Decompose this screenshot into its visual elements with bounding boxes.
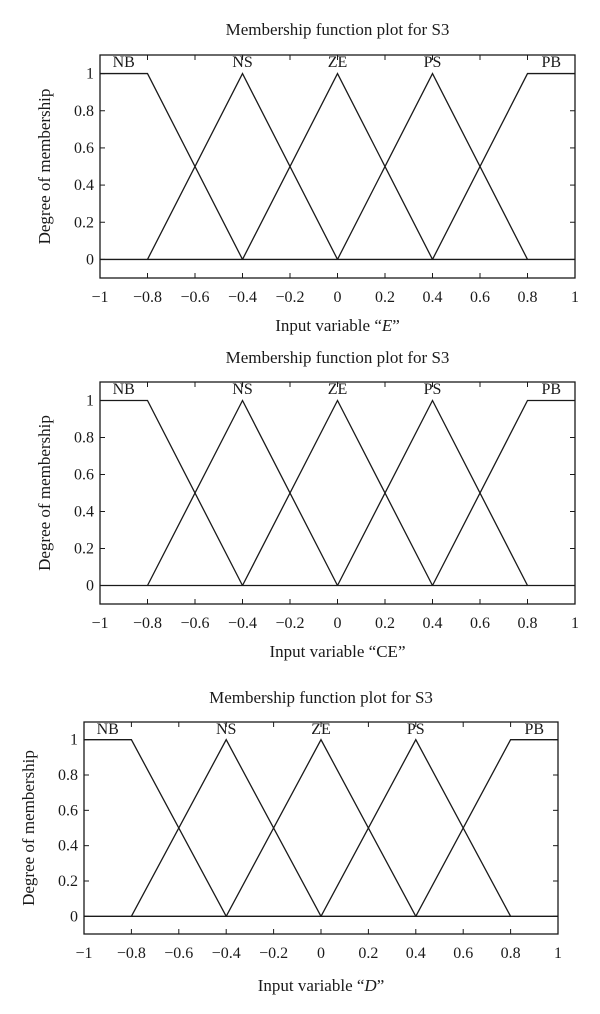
y-tick-label: 0.2 [74,214,94,231]
x-tick-label: −0.4 [212,945,241,962]
series-line-pb [415,739,558,917]
chart-title: Membership function plot for S3 [209,688,433,707]
chart-title: Membership function plot for S3 [226,20,450,39]
x-tick-label: 0 [334,615,342,632]
y-tick-label: 0.2 [74,541,94,558]
x-tick-label: 1 [571,615,579,632]
x-tick-label: 0.6 [453,945,473,962]
x-tick-label: 0.8 [501,945,521,962]
series-label-ze: ZE [328,381,348,398]
y-tick-label: 0.2 [58,873,78,890]
y-tick-label: 0 [70,908,78,925]
x-tick-label: −0.4 [228,615,257,632]
x-tick-label: 0.6 [470,289,490,306]
series-label-nb: NB [113,381,135,398]
series-line-nb [100,72,244,260]
x-tick-label: −1 [91,615,108,632]
y-tick-label: 0.6 [74,140,94,157]
x-tick-label: 0.6 [470,615,490,632]
series-line-ns [130,738,322,917]
series-label-ns: NS [232,54,252,71]
y-tick-label: 0.8 [74,103,94,120]
y-tick-label: 0.8 [58,767,78,784]
series-line-pb [431,399,575,586]
series-label-ps: PS [424,381,442,398]
x-tick-label: −0.4 [228,289,257,306]
series-label-pb: PB [541,54,561,71]
y-tick-label: 0.6 [58,802,78,819]
x-tick-label: 0.2 [358,945,378,962]
series-label-nb: NB [113,54,135,71]
y-axis-label: Degree of membership [35,415,54,571]
x-tick-label: 0.4 [423,289,443,306]
x-tick-label: −0.2 [275,615,304,632]
series-line-ps [336,72,529,260]
x-axis-label: Input variable “CE” [270,642,406,661]
chart-panel-1: Membership function plot for S3 −1 −0.8 −0.… [35,20,579,335]
x-tick-label: 0 [317,945,325,962]
x-axis-label: Input variable “E” [275,316,400,335]
series-label-ze: ZE [311,721,331,738]
x-tick-label: 0.8 [518,289,538,306]
series-label-pb: PB [541,381,561,398]
x-tick-label: 0.4 [406,945,426,962]
x-tick-label: −0.6 [164,945,193,962]
x-tick-label: −0.8 [133,615,162,632]
x-tick-label: 1 [554,945,562,962]
y-axis-label: Degree of membership [35,89,54,245]
x-tick-label: −1 [91,289,108,306]
series-line-ns [146,399,339,586]
series-line-ze [225,738,417,917]
x-tick-label: −0.6 [180,615,209,632]
x-tick-label: 0.2 [375,289,395,306]
y-tick-label: 0.4 [74,504,94,521]
x-tick-label: 1 [571,289,579,306]
y-tick-label: 1 [86,393,94,410]
y-tick-label: 0.6 [74,467,94,484]
series-label-ps: PS [407,721,425,738]
plot-frame [99,381,576,605]
x-tick-label: −0.2 [275,289,304,306]
x-tick-label: −0.2 [259,945,288,962]
x-tick-label: 0 [334,289,342,306]
x-tick-label: −1 [75,945,92,962]
x-tick-label: −0.6 [180,289,209,306]
series-line-ns [146,72,339,260]
x-tick-label: −0.8 [117,945,146,962]
series-label-nb: NB [97,721,119,738]
series-label-ns: NS [216,721,236,738]
y-tick-label: 0 [86,251,94,268]
x-axis-label: Input variable “D” [258,976,385,995]
chart-title: Membership function plot for S3 [226,348,450,367]
y-tick-label: 0 [86,578,94,595]
series-line-ps [336,399,529,586]
series-line-nb [84,739,227,917]
x-tick-label: 0.8 [518,615,538,632]
series-line-pb [431,72,575,260]
chart-panel-3: Membership function plot for S3 −1 −0.8 −0.… [19,688,562,995]
y-tick-label: 0.4 [74,177,94,194]
series-line-nb [100,399,244,586]
plot-frame [83,721,559,935]
x-tick-label: −0.8 [133,289,162,306]
series-label-pb: PB [525,721,545,738]
x-tick-label: 0.2 [375,615,395,632]
y-tick-label: 0.8 [74,430,94,447]
plot-frame [99,54,576,279]
series-label-ps: PS [424,54,442,71]
y-axis-label: Degree of membership [19,750,38,906]
x-tick-label: 0.4 [423,615,443,632]
series-line-ze [241,399,434,586]
chart-panel-2: Membership function plot for S3 −1 −0.8 −0.… [35,348,579,661]
series-label-ns: NS [232,381,252,398]
series-line-ze [241,72,434,260]
y-tick-label: 1 [70,732,78,749]
series-label-ze: ZE [328,54,348,71]
y-tick-label: 0.4 [58,838,78,855]
series-line-ps [320,738,512,917]
y-tick-label: 1 [86,66,94,83]
